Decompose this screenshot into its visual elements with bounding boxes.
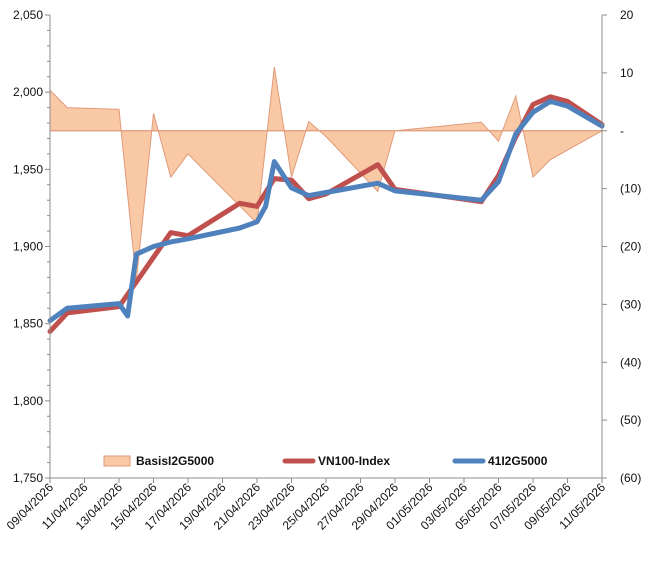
left-axis-tick-label: 1,800 [13,394,43,408]
legend-swatch-basis [103,455,131,467]
basis-area-series [49,67,604,282]
right-axis-tick-label: 20 [620,8,634,22]
area-basis [49,67,604,282]
right-axis-tick-label: (20) [620,240,641,254]
legend-label: BasisI2G5000 [136,454,214,468]
left-axis-tick-label: 1,750 [13,471,43,485]
legend: BasisI2G5000 VN100-Index 41I2G5000 [103,454,548,468]
right-axis-tick-label: (60) [620,471,641,485]
left-axis-tick-label: 1,900 [13,240,43,254]
right-axis-tick-label: (50) [620,413,641,427]
right-axis-tick-label: (30) [620,297,641,311]
legend-label: VN100-Index [318,454,390,468]
line-series-layer [47,94,605,334]
right-axis-tick-label: 10 [620,66,634,80]
left-axis-tick-label: 1,950 [13,162,43,176]
right-axis-tick-label: - [620,124,624,138]
right-axis-tick-label: (10) [620,182,641,196]
left-axis-tick-label: 1,850 [13,317,43,331]
left-axis-tick-label: 2,000 [13,85,43,99]
left-axis-tick-label: 2,050 [13,8,43,22]
right-axis-tick-label: (40) [620,355,641,369]
legend-label: 41I2G5000 [488,454,548,468]
line-41i2g5000 [47,98,605,324]
